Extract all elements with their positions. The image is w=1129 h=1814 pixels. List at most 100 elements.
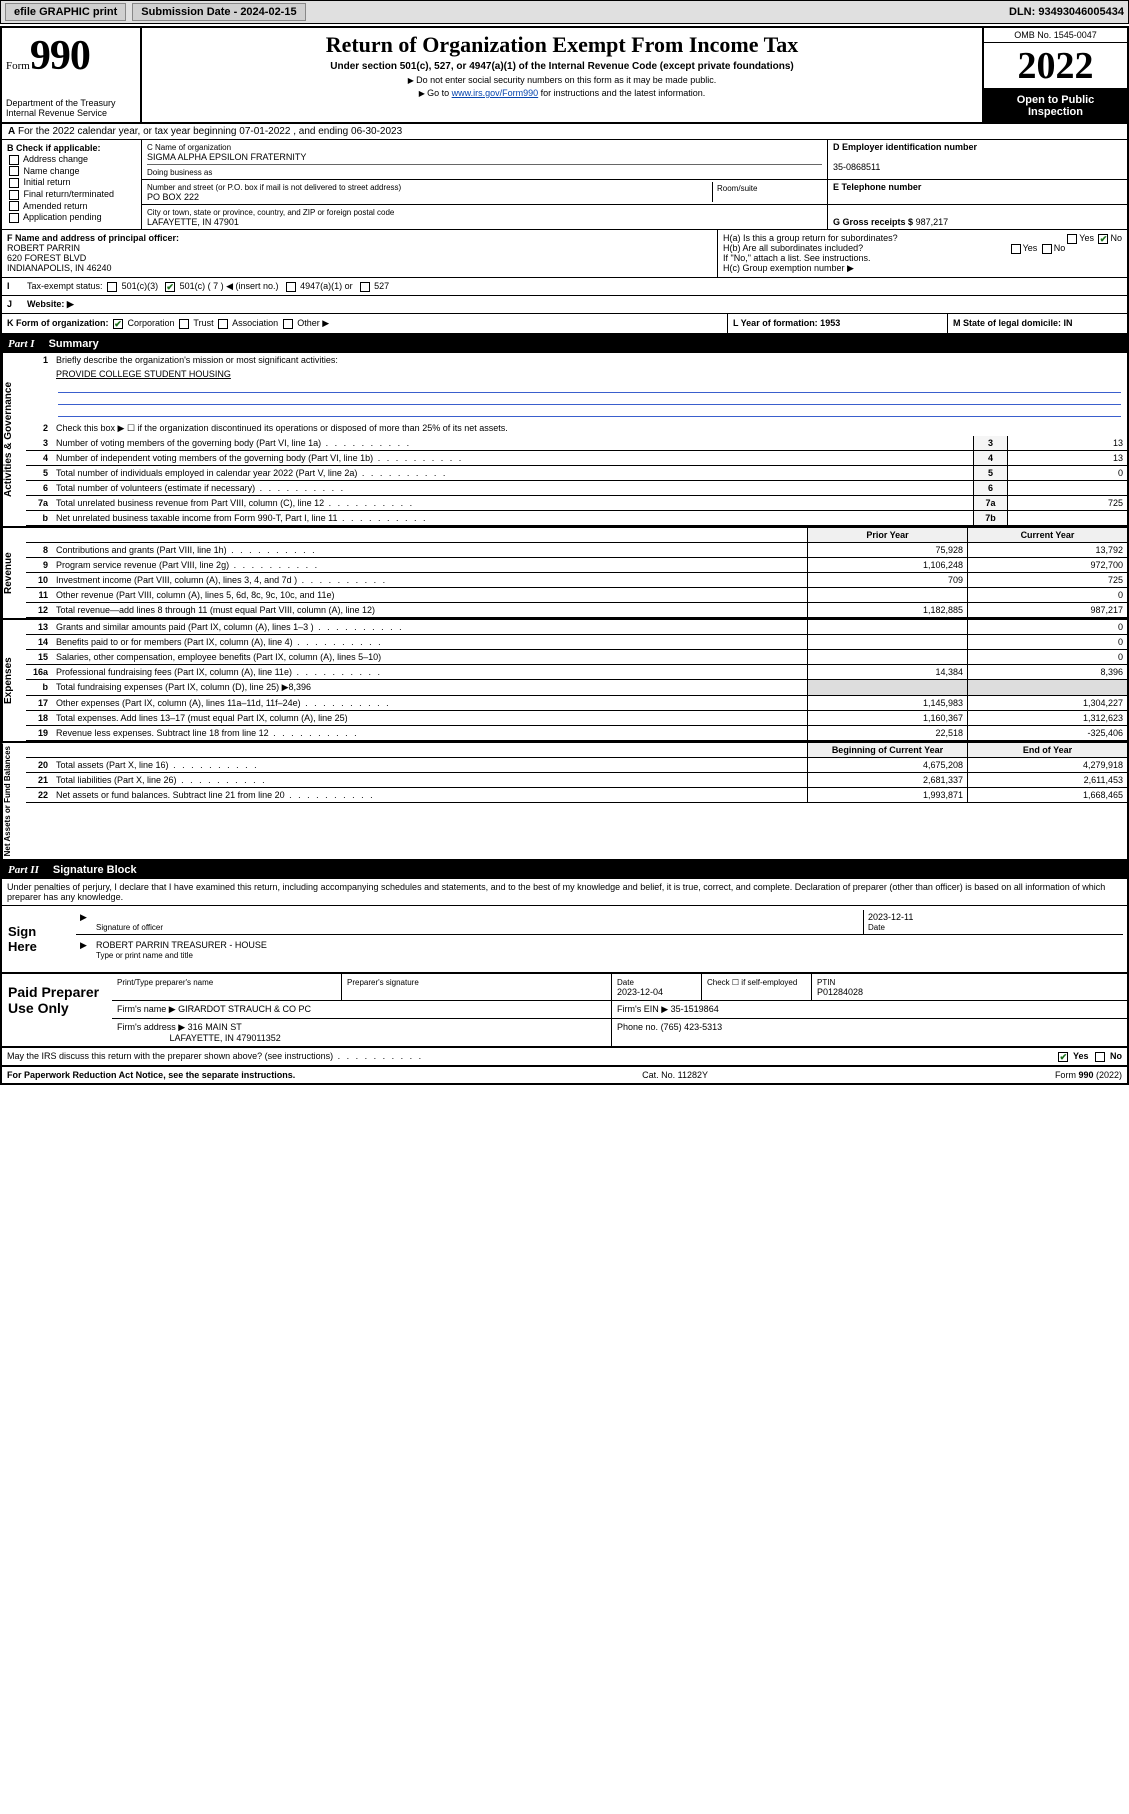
form-subtitle: Under section 501(c), 527, or 4947(a)(1)… bbox=[148, 61, 976, 72]
vtab-netassets: Net Assets or Fund Balances bbox=[2, 743, 26, 859]
submission-date-button[interactable]: Submission Date - 2024-02-15 bbox=[132, 3, 305, 21]
e21: 2,611,453 bbox=[967, 773, 1127, 787]
k-other[interactable] bbox=[283, 319, 293, 329]
line-a-tax-year: A For the 2022 calendar year, or tax yea… bbox=[2, 124, 1127, 140]
printed-name-label: Type or print name and title bbox=[96, 951, 193, 960]
eoy-header: End of Year bbox=[967, 743, 1127, 757]
chk-address-change[interactable] bbox=[9, 155, 19, 165]
officer-printed-name: ROBERT PARRIN TREASURER - HOUSE bbox=[96, 940, 267, 950]
sig-date: 2023-12-11 bbox=[868, 912, 913, 922]
may-yes[interactable] bbox=[1058, 1052, 1068, 1062]
chk-name-change[interactable] bbox=[9, 166, 19, 176]
e22: 1,668,465 bbox=[967, 788, 1127, 802]
i-501c3[interactable] bbox=[107, 282, 117, 292]
l7a: Total unrelated business revenue from Pa… bbox=[52, 496, 973, 510]
paid-preparer-label: Paid Preparer Use Only bbox=[2, 974, 112, 1046]
l11: Other revenue (Part VIII, column (A), li… bbox=[52, 588, 807, 602]
i-501c[interactable] bbox=[165, 282, 175, 292]
chk-app-pending[interactable] bbox=[9, 213, 19, 223]
footer-paperwork: For Paperwork Reduction Act Notice, see … bbox=[7, 1070, 295, 1080]
ha-no[interactable] bbox=[1098, 234, 1108, 244]
firm-ein-label: Firm's EIN ▶ bbox=[617, 1004, 668, 1014]
l10: Investment income (Part VIII, column (A)… bbox=[52, 573, 807, 587]
l8: Contributions and grants (Part VIII, lin… bbox=[52, 543, 807, 557]
efile-print-button[interactable]: efile GRAPHIC print bbox=[5, 3, 126, 21]
py16a: 14,384 bbox=[807, 665, 967, 679]
open-public-badge: Open to PublicInspection bbox=[984, 90, 1127, 122]
f-officer-label: F Name and address of principal officer: bbox=[7, 233, 179, 243]
d-ein-label: D Employer identification number bbox=[833, 142, 977, 152]
section-b-checkboxes: B Check if applicable: Address change Na… bbox=[2, 140, 142, 229]
v7b bbox=[1007, 511, 1127, 525]
py14 bbox=[807, 635, 967, 649]
sig-date-label: Date bbox=[868, 923, 885, 932]
form-title: Return of Organization Exempt From Incom… bbox=[148, 32, 976, 58]
firm-phone: (765) 423-5313 bbox=[661, 1022, 723, 1032]
may-no[interactable] bbox=[1095, 1052, 1105, 1062]
prep-date-label: Date bbox=[617, 978, 634, 987]
irs-link[interactable]: www.irs.gov/Form990 bbox=[452, 88, 539, 98]
cy9: 972,700 bbox=[967, 558, 1127, 572]
l13: Grants and similar amounts paid (Part IX… bbox=[52, 620, 807, 634]
l16a: Professional fundraising fees (Part IX, … bbox=[52, 665, 807, 679]
cy10: 725 bbox=[967, 573, 1127, 587]
py-header: Prior Year bbox=[807, 528, 967, 542]
footer-formno: Form 990 (2022) bbox=[1055, 1070, 1122, 1080]
py17: 1,145,983 bbox=[807, 696, 967, 710]
py10: 709 bbox=[807, 573, 967, 587]
py18: 1,160,367 bbox=[807, 711, 967, 725]
cy18: 1,312,623 bbox=[967, 711, 1127, 725]
py12: 1,182,885 bbox=[807, 603, 967, 617]
note-link: Go to www.irs.gov/Form990 for instructio… bbox=[148, 88, 976, 98]
chk-initial-return[interactable] bbox=[9, 178, 19, 188]
form-number: Form990 bbox=[6, 32, 136, 80]
j-website-label: Website: ▶ bbox=[27, 299, 74, 309]
chk-amended[interactable] bbox=[9, 201, 19, 211]
note-ssn: Do not enter social security numbers on … bbox=[148, 75, 976, 85]
gross-receipts: 987,217 bbox=[916, 217, 949, 227]
vtab-revenue: Revenue bbox=[2, 528, 26, 618]
firm-name: GIRARDOT STRAUCH & CO PC bbox=[178, 1004, 311, 1014]
prep-name-label: Print/Type preparer's name bbox=[117, 978, 213, 987]
sig-officer-label: Signature of officer bbox=[96, 923, 163, 932]
i-4947[interactable] bbox=[286, 282, 296, 292]
cy15: 0 bbox=[967, 650, 1127, 664]
chk-final-return[interactable] bbox=[9, 190, 19, 200]
dept-treasury: Department of the Treasury Internal Reve… bbox=[6, 98, 136, 118]
part1-header: Part I Summary bbox=[2, 335, 1127, 353]
py15 bbox=[807, 650, 967, 664]
l22: Net assets or fund balances. Subtract li… bbox=[52, 788, 807, 802]
footer-catno: Cat. No. 11282Y bbox=[642, 1070, 708, 1080]
firm-addr2: LAFAYETTE, IN 479011352 bbox=[170, 1033, 281, 1043]
l3: Number of voting members of the governin… bbox=[52, 436, 973, 450]
street-label: Number and street (or P.O. box if mail i… bbox=[147, 183, 401, 192]
k-label: K Form of organization: bbox=[7, 318, 109, 328]
l5: Total number of individuals employed in … bbox=[52, 466, 973, 480]
v3: 13 bbox=[1007, 436, 1127, 450]
hb-no[interactable] bbox=[1042, 244, 1052, 254]
l14: Benefits paid to or for members (Part IX… bbox=[52, 635, 807, 649]
hc-label: H(c) Group exemption number ▶ bbox=[723, 263, 1122, 274]
i-527[interactable] bbox=[360, 282, 370, 292]
ein-value: 35-0868511 bbox=[833, 162, 880, 172]
l6: Total number of volunteers (estimate if … bbox=[52, 481, 973, 495]
py9: 1,106,248 bbox=[807, 558, 967, 572]
l2: Check this box ▶ ☐ if the organization d… bbox=[52, 421, 1127, 436]
v7a: 725 bbox=[1007, 496, 1127, 510]
k-corp[interactable] bbox=[113, 319, 123, 329]
l20: Total assets (Part X, line 16) bbox=[52, 758, 807, 772]
py19: 22,518 bbox=[807, 726, 967, 740]
k-assoc[interactable] bbox=[218, 319, 228, 329]
l9: Program service revenue (Part VIII, line… bbox=[52, 558, 807, 572]
may-discuss-q: May the IRS discuss this return with the… bbox=[7, 1051, 423, 1062]
py11 bbox=[807, 588, 967, 602]
k-trust[interactable] bbox=[179, 319, 189, 329]
b21: 2,681,337 bbox=[807, 773, 967, 787]
v6 bbox=[1007, 481, 1127, 495]
cy17: 1,304,227 bbox=[967, 696, 1127, 710]
officer-name: ROBERT PARRIN bbox=[7, 243, 80, 253]
ha-yes[interactable] bbox=[1067, 234, 1077, 244]
hb-yes[interactable] bbox=[1011, 244, 1021, 254]
py13 bbox=[807, 620, 967, 634]
firm-phone-label: Phone no. bbox=[617, 1022, 658, 1032]
